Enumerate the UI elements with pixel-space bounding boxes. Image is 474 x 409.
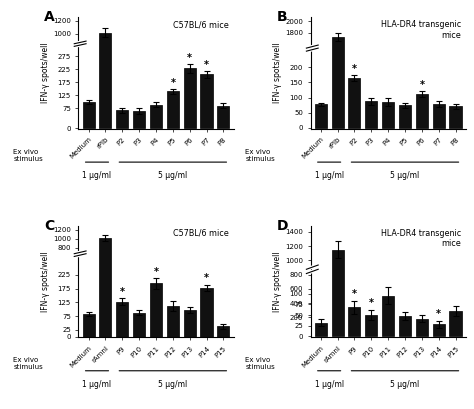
Text: *: * — [352, 289, 357, 299]
Text: Ex vivo
stimulus: Ex vivo stimulus — [246, 357, 275, 371]
Bar — [100, 238, 111, 337]
Text: 1 μg/ml: 1 μg/ml — [82, 171, 111, 180]
Bar — [382, 296, 394, 337]
Bar — [133, 312, 145, 337]
Bar — [183, 68, 196, 128]
Text: *: * — [436, 309, 441, 319]
Bar — [449, 311, 462, 337]
Text: C: C — [45, 219, 55, 233]
Bar — [399, 105, 411, 128]
Bar — [218, 106, 229, 128]
Text: *: * — [170, 78, 175, 88]
Bar — [433, 324, 445, 337]
Bar — [449, 106, 462, 128]
Text: D: D — [276, 219, 288, 233]
Bar — [150, 105, 162, 128]
Text: 5 μg/ml: 5 μg/ml — [158, 171, 188, 180]
Text: HLA-DR4 transgenic
mice: HLA-DR4 transgenic mice — [381, 20, 461, 40]
Bar — [82, 314, 95, 337]
Text: 1 μg/ml: 1 μg/ml — [82, 380, 111, 389]
Bar — [116, 301, 128, 337]
Bar — [433, 103, 445, 128]
Text: *: * — [187, 53, 192, 63]
Bar — [416, 319, 428, 337]
Y-axis label: IFN-γ spots/well: IFN-γ spots/well — [41, 43, 50, 103]
Bar — [201, 74, 213, 128]
Bar — [348, 78, 361, 128]
Text: *: * — [419, 80, 424, 90]
Text: 1 μg/ml: 1 μg/ml — [315, 171, 344, 180]
Text: *: * — [154, 267, 158, 276]
Text: Ex vivo
stimulus: Ex vivo stimulus — [246, 149, 275, 162]
Text: *: * — [352, 63, 357, 74]
Bar — [116, 110, 128, 128]
Bar — [167, 92, 179, 128]
Y-axis label: IFN-γ spots/well: IFN-γ spots/well — [273, 43, 282, 103]
Bar — [365, 101, 377, 128]
Text: 1 μg/ml: 1 μg/ml — [315, 380, 344, 389]
Bar — [218, 326, 229, 337]
Text: C57BL/6 mice: C57BL/6 mice — [173, 229, 229, 238]
Bar — [82, 102, 95, 128]
Bar — [315, 323, 327, 337]
Bar — [100, 33, 111, 128]
Text: 5 μg/ml: 5 μg/ml — [391, 171, 419, 180]
Text: 5 μg/ml: 5 μg/ml — [158, 380, 188, 389]
Text: Ex vivo
stimulus: Ex vivo stimulus — [13, 357, 43, 371]
Text: HLA-DR4 transgenic
mice: HLA-DR4 transgenic mice — [381, 229, 461, 248]
Bar — [167, 306, 179, 337]
Bar — [183, 310, 196, 337]
Text: 5 μg/ml: 5 μg/ml — [391, 380, 419, 389]
Text: A: A — [45, 10, 55, 24]
Bar — [201, 288, 213, 337]
Y-axis label: IFN-γ spots/well: IFN-γ spots/well — [41, 251, 50, 312]
Bar — [399, 316, 411, 337]
Bar — [416, 94, 428, 128]
Text: B: B — [276, 10, 287, 24]
Bar — [133, 111, 145, 128]
Text: Ex vivo
stimulus: Ex vivo stimulus — [13, 149, 43, 162]
Text: *: * — [204, 60, 209, 70]
Bar — [150, 283, 162, 337]
Bar — [365, 315, 377, 337]
Text: *: * — [204, 274, 209, 283]
Text: C57BL/6 mice: C57BL/6 mice — [173, 20, 229, 29]
Bar — [382, 102, 394, 128]
Bar — [315, 104, 327, 128]
Bar — [331, 250, 344, 337]
Text: *: * — [120, 287, 125, 297]
Y-axis label: IFN-γ spots/well: IFN-γ spots/well — [273, 251, 282, 312]
Text: *: * — [369, 298, 374, 308]
Bar — [331, 38, 344, 128]
Bar — [348, 308, 361, 337]
